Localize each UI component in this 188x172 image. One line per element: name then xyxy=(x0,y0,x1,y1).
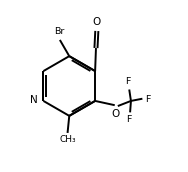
Text: N: N xyxy=(30,95,38,105)
Text: CH₃: CH₃ xyxy=(59,136,76,144)
Text: F: F xyxy=(125,77,130,86)
Text: Br: Br xyxy=(54,27,64,36)
Text: O: O xyxy=(111,109,120,119)
Text: O: O xyxy=(93,17,101,27)
Text: F: F xyxy=(127,115,132,124)
Text: F: F xyxy=(146,95,151,104)
